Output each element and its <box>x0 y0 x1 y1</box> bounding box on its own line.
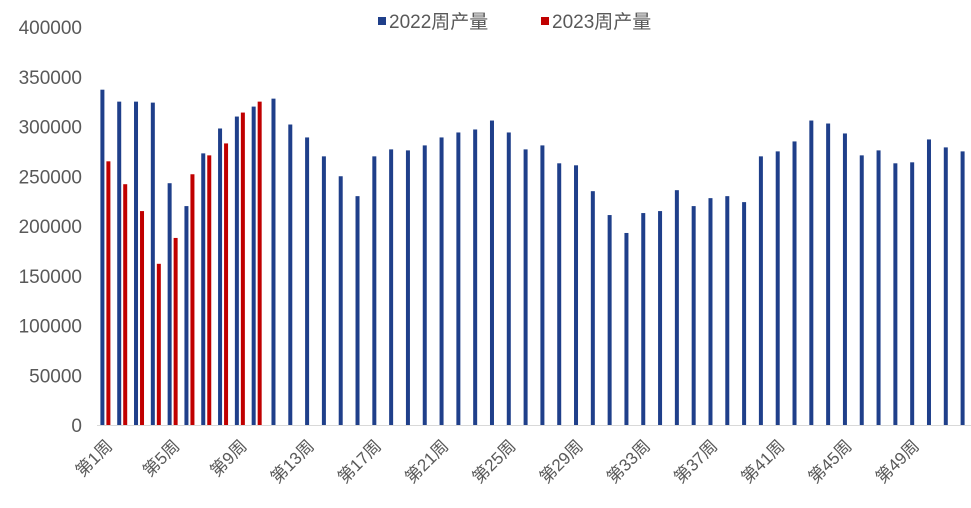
bar-2022 <box>641 213 646 425</box>
x-tick-label: 第17周 <box>334 436 385 487</box>
y-tick-label: 50000 <box>29 366 82 387</box>
bar-2022 <box>658 211 663 425</box>
bar-2022 <box>607 215 612 425</box>
y-tick-label: 150000 <box>19 267 82 288</box>
legend-label-2023: 2023周产量 <box>552 11 651 33</box>
x-tick-label: 第13周 <box>267 436 318 487</box>
bar-2023 <box>173 237 178 425</box>
bar-2022 <box>150 102 155 426</box>
bar-2022 <box>708 198 713 425</box>
bar-2022 <box>742 202 747 425</box>
bar-2022 <box>405 150 410 425</box>
bar-2022 <box>305 137 310 425</box>
bar-2023 <box>257 101 262 426</box>
bar-2022 <box>826 123 831 426</box>
y-tick-label: 250000 <box>19 167 82 188</box>
bar-2022 <box>792 141 797 425</box>
x-axis: 第1周 第5周 第9周 第13周 第17周 第21周 第25周 第29周 第33周 第37周 第41… <box>72 425 971 487</box>
legend-swatch-2022 <box>378 17 386 25</box>
bar-2022 <box>218 128 223 426</box>
bar-2022 <box>926 139 931 425</box>
bar-2022 <box>506 132 511 425</box>
bar-2022 <box>422 145 427 425</box>
bar-2023 <box>106 161 111 425</box>
y-tick-label: 350000 <box>19 68 82 89</box>
bar-2022 <box>117 101 122 426</box>
legend-label-2022: 2022周产量 <box>389 11 488 33</box>
x-tick-label: 第29周 <box>536 436 587 487</box>
bar-2022 <box>624 232 629 425</box>
bar-2022 <box>943 147 948 425</box>
bar-2022 <box>691 206 696 425</box>
y-tick-label: 400000 <box>19 18 82 39</box>
bar-2022 <box>775 151 780 426</box>
bar-2022 <box>439 137 444 425</box>
y-tick-label: 300000 <box>19 118 82 139</box>
bar-2022 <box>456 132 461 425</box>
x-tick-label: 第1周 <box>72 436 116 480</box>
bar-2022 <box>842 133 847 425</box>
x-tick-label: 第45周 <box>805 436 856 487</box>
bar-2022 <box>251 106 256 425</box>
x-tick-label: 第41周 <box>738 436 789 487</box>
x-tick-label: 第37周 <box>670 436 721 487</box>
bar-2022 <box>910 162 915 425</box>
bar-2023 <box>140 211 145 425</box>
bar-2022 <box>389 149 394 425</box>
bar-2023 <box>123 184 128 425</box>
bar-2022 <box>590 191 595 425</box>
bar-2023 <box>156 263 161 425</box>
bar-2022 <box>271 98 276 425</box>
bar-2022 <box>338 176 343 425</box>
x-tick-label: 第21周 <box>402 436 453 487</box>
bar-2022 <box>321 156 326 425</box>
x-tick-label: 第5周 <box>139 436 183 480</box>
bar-2022 <box>960 151 965 426</box>
bar-2023 <box>240 112 245 425</box>
bar-2022 <box>355 196 360 425</box>
bar-2022 <box>489 120 494 425</box>
bar-2022 <box>809 120 814 425</box>
bar-2022 <box>201 153 206 425</box>
bar-2023 <box>224 143 229 426</box>
bar-2022 <box>288 124 293 425</box>
bar-2022 <box>893 163 898 425</box>
bar-2022 <box>540 145 545 425</box>
bar-2022 <box>725 196 730 425</box>
bar-2022 <box>574 165 579 425</box>
x-tick-label: 第25周 <box>469 436 520 487</box>
y-tick-label: 200000 <box>19 217 82 238</box>
bar-2022 <box>234 116 239 426</box>
bars <box>100 89 965 426</box>
bar-2022 <box>134 101 139 426</box>
bar-2022 <box>557 163 562 425</box>
bar-2022 <box>523 149 528 425</box>
y-tick-label: 100000 <box>19 317 82 338</box>
bar-2022 <box>100 89 105 425</box>
x-tick-label: 第49周 <box>872 436 923 487</box>
bar-2022 <box>473 129 478 426</box>
x-tick-label: 第9周 <box>207 436 251 480</box>
bar-2022 <box>859 155 864 426</box>
x-tick-label: 第33周 <box>603 436 654 487</box>
bar-2022 <box>184 206 189 425</box>
legend-swatch-2023 <box>541 17 549 25</box>
bar-2022 <box>758 156 763 425</box>
bar-2023 <box>190 174 195 425</box>
bar-2022 <box>167 183 172 425</box>
bar-2022 <box>674 190 679 425</box>
bar-2022 <box>876 150 881 425</box>
y-axis: 0 50000 100000 150000 200000 250000 300000 3500… <box>19 18 82 437</box>
legend: 2022周产量 2023周产量 <box>378 11 651 33</box>
bar-2023 <box>207 155 212 426</box>
bar-2022 <box>372 156 377 425</box>
y-tick-label: 0 <box>71 416 82 437</box>
